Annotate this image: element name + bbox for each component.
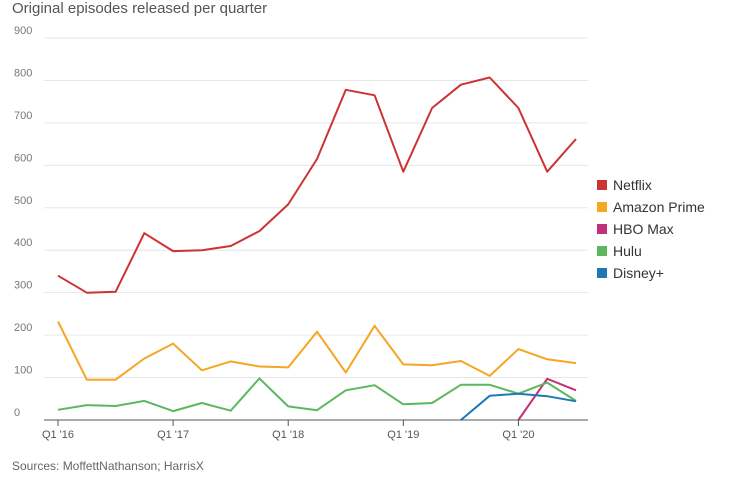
legend-label: Amazon Prime — [613, 199, 705, 215]
series-line-netflix — [57, 76, 577, 294]
legend-label: Disney+ — [613, 265, 664, 281]
series-line-amazon-prime — [57, 321, 577, 381]
y-tick-label: 500 — [14, 195, 32, 207]
x-tick-label: Q1 '19 — [387, 429, 419, 441]
y-tick-label: 800 — [14, 67, 32, 79]
legend-label: HBO Max — [613, 221, 674, 237]
y-tick-label: 200 — [14, 322, 32, 334]
series-line-hulu — [57, 377, 577, 413]
legend-swatch — [597, 246, 607, 256]
y-tick-label: 100 — [14, 365, 32, 377]
source-note: Sources: MoffettNathanson; HarrisX — [12, 459, 204, 473]
legend-label: Hulu — [613, 243, 642, 259]
x-tick-label: Q1 '18 — [272, 429, 304, 441]
series-line-disney- — [460, 392, 577, 421]
series-line-hbo-max — [517, 377, 577, 421]
legend-item-netflix: Netflix — [597, 174, 705, 196]
chart-title: Original episodes released per quarter — [12, 0, 268, 17]
legend-item-hulu: Hulu — [597, 240, 705, 262]
y-axis-tick-labels: 0 100 200 300 400 500 600 700 800 900 — [14, 25, 32, 419]
legend-swatch — [597, 202, 607, 212]
y-tick-label: 300 — [14, 280, 32, 292]
x-axis-tick-labels: Q1 '16 Q1 '17 Q1 '18 Q1 '19 Q1 '20 — [42, 420, 534, 441]
x-tick-label: Q1 '16 — [42, 429, 74, 441]
legend: Netflix Amazon Prime HBO Max Hulu Disney+ — [597, 174, 705, 284]
y-tick-label: 400 — [14, 237, 32, 249]
y-tick-label: 700 — [14, 110, 32, 122]
legend-swatch — [597, 224, 607, 234]
y-tick-label: 900 — [14, 25, 32, 37]
legend-item-amazon-prime: Amazon Prime — [597, 196, 705, 218]
legend-item-disney-: Disney+ — [597, 262, 705, 284]
y-tick-label: 0 — [14, 407, 20, 419]
legend-item-hbo-max: HBO Max — [597, 218, 705, 240]
y-tick-label: 600 — [14, 152, 32, 164]
gridlines — [44, 37, 588, 379]
x-tick-label: Q1 '20 — [502, 429, 534, 441]
legend-swatch — [597, 268, 607, 278]
series-lines — [57, 76, 577, 421]
legend-label: Netflix — [613, 177, 652, 193]
legend-swatch — [597, 180, 607, 190]
x-tick-label: Q1 '17 — [157, 429, 189, 441]
